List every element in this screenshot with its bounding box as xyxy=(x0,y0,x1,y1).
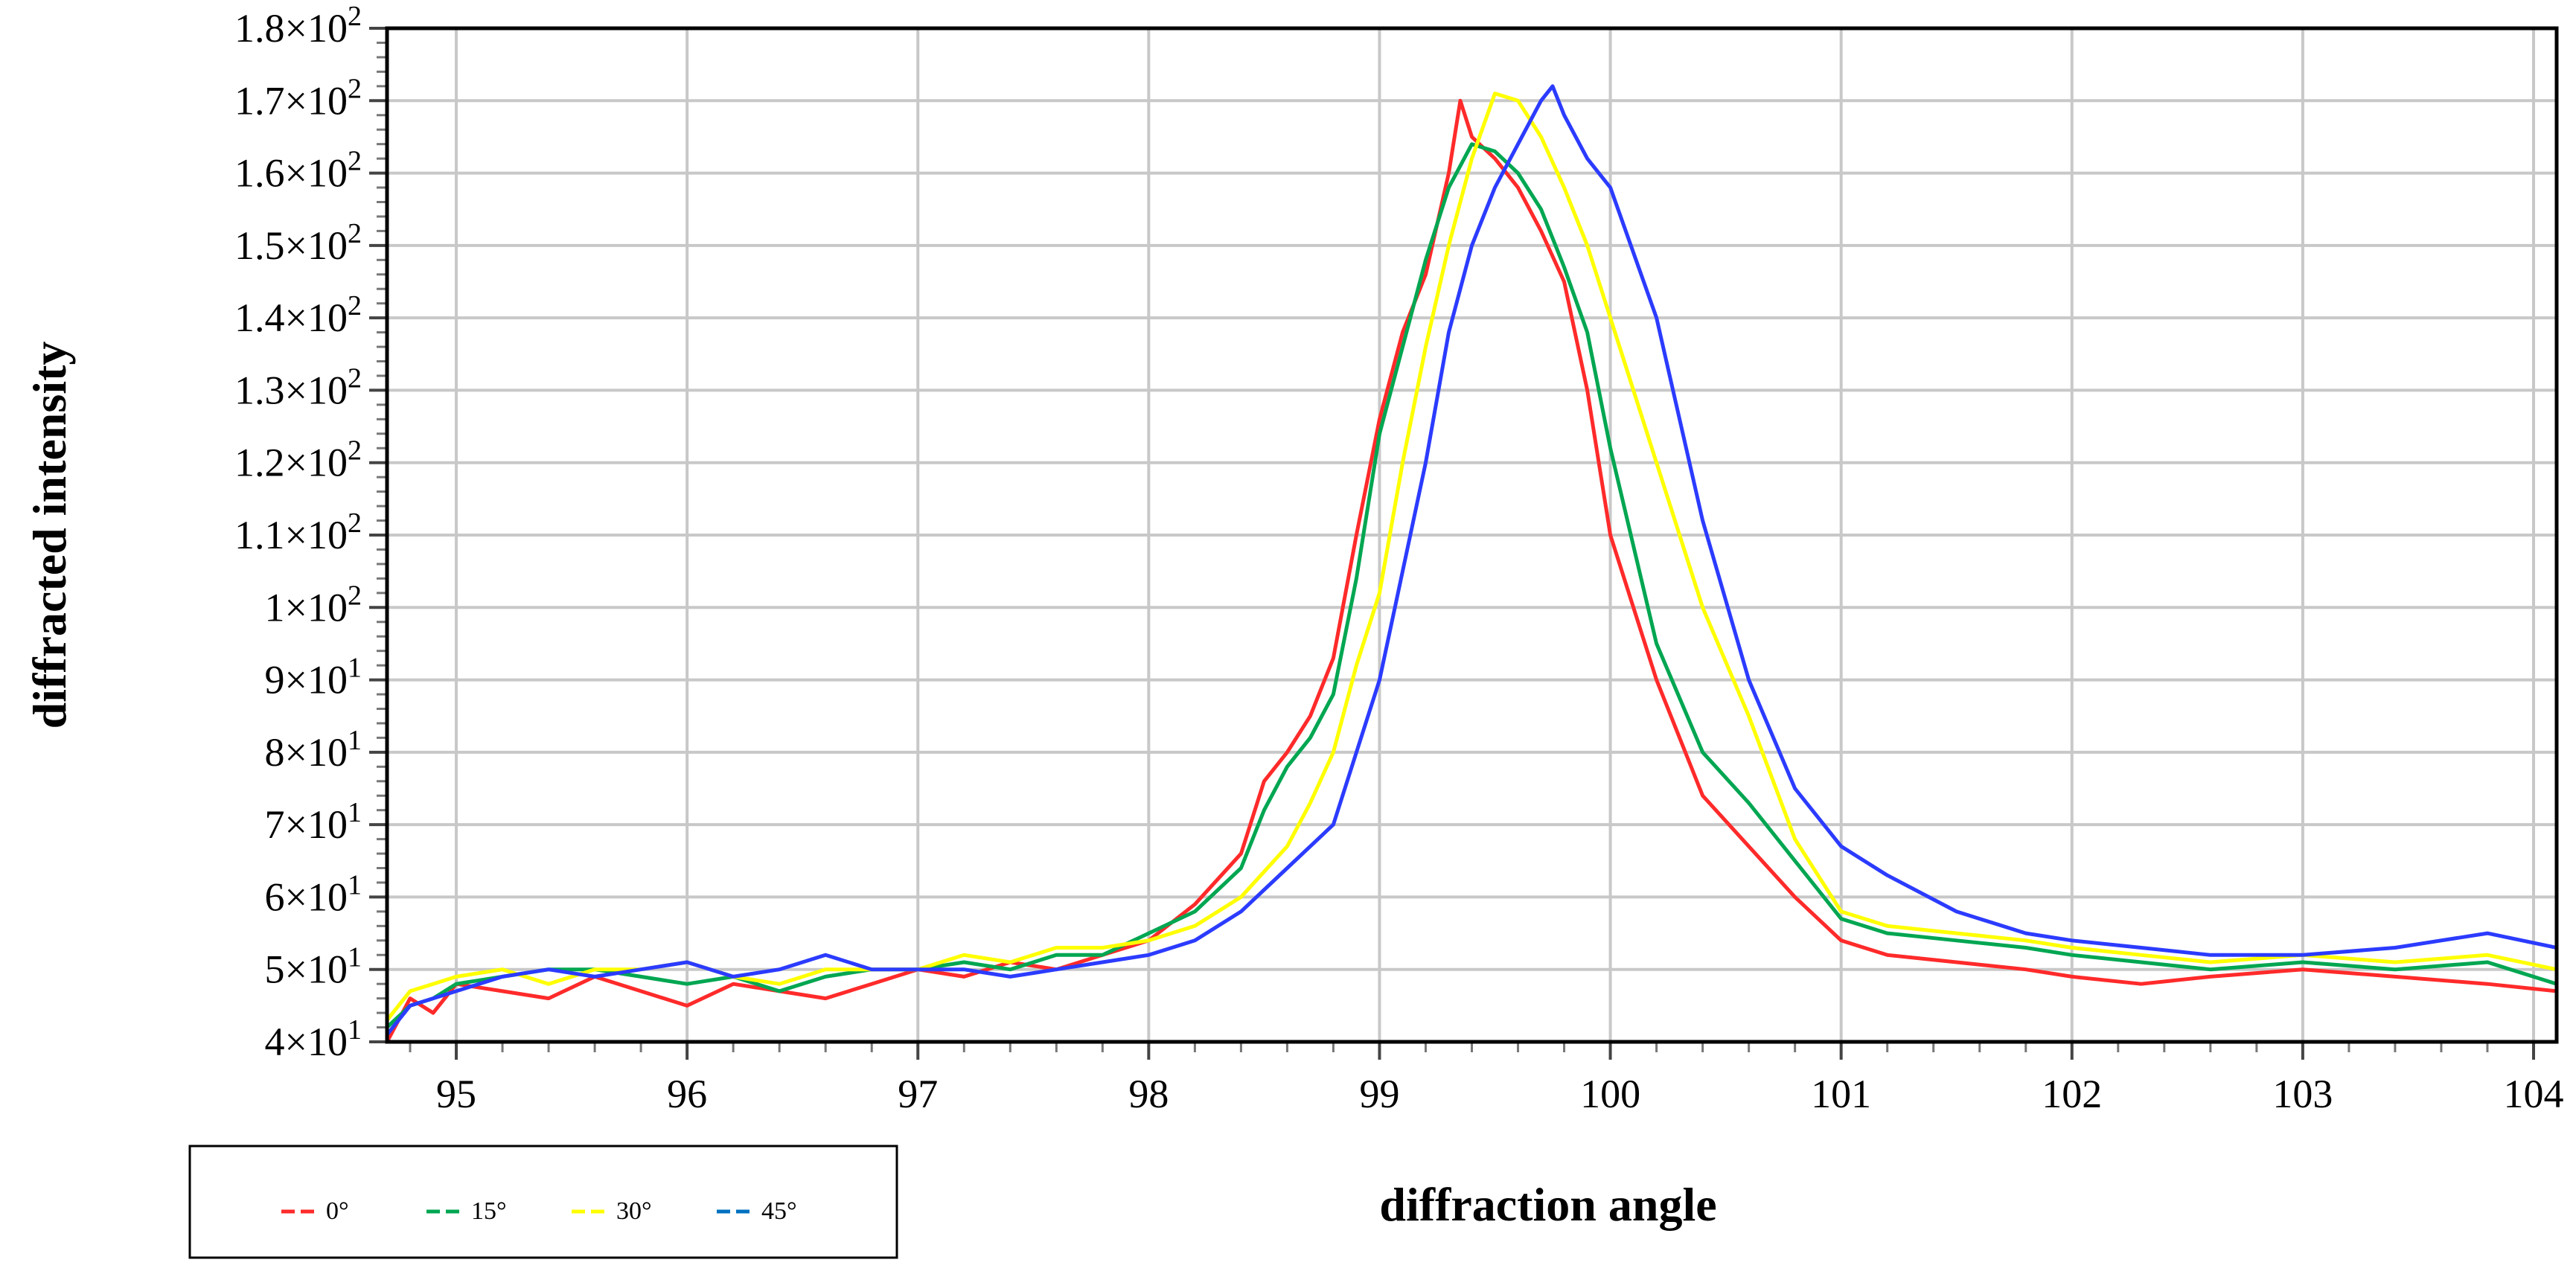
y-tick-label: 1.7×102 xyxy=(234,73,362,123)
x-tick-label: 104 xyxy=(2503,1072,2563,1116)
x-tick-label: 103 xyxy=(2272,1072,2333,1116)
legend-box xyxy=(188,1145,898,1259)
y-tick-label: 4×101 xyxy=(265,1014,362,1064)
x-axis-title: diffraction angle xyxy=(1379,1178,1716,1231)
legend: 0° 15° 30° 45° xyxy=(188,1145,898,1259)
x-tick-label: 97 xyxy=(898,1072,938,1116)
x-tick-label: 100 xyxy=(1580,1072,1640,1116)
series-line-3 xyxy=(386,84,2557,1036)
y-axis-title: diffracted intensity xyxy=(23,342,76,729)
series-group xyxy=(385,84,2557,1043)
plot-frame xyxy=(385,26,2559,1044)
legend-label: 30° xyxy=(616,1197,652,1225)
y-tick-label: 1.8×102 xyxy=(234,1,362,51)
y-tick-label: 8×101 xyxy=(265,725,362,775)
y-tick-label: 7×101 xyxy=(265,797,362,847)
x-tick-label: 99 xyxy=(1359,1072,1399,1116)
x-tick-labels: 95 96 97 98 99 100 101 102 103 104 xyxy=(436,1072,2563,1116)
series-line-0 xyxy=(385,98,2557,1043)
x-tick-label: 102 xyxy=(2042,1072,2102,1116)
x-tick-label: 96 xyxy=(667,1072,707,1116)
y-tick-label: 1.1×102 xyxy=(234,508,362,557)
y-tick-label: 1.5×102 xyxy=(234,218,362,268)
legend-label: 15° xyxy=(471,1197,507,1225)
x-tick-label: 101 xyxy=(1811,1072,1871,1116)
x-tick-label: 95 xyxy=(436,1072,476,1116)
y-tick-label: 9×101 xyxy=(265,653,362,702)
y-tick-label: 1.2×102 xyxy=(234,435,362,485)
legend-label: 45° xyxy=(761,1197,797,1225)
y-tick-label: 1.3×102 xyxy=(234,362,362,412)
y-tick-label: 1.6×102 xyxy=(234,146,362,196)
series-line-1 xyxy=(386,142,2557,1029)
y-tick-label: 1.4×102 xyxy=(234,290,362,340)
x-tick-label: 98 xyxy=(1128,1072,1169,1116)
y-tick-labels: 4×101 5×101 6×101 7×101 8×101 9×101 1×102 1.1×1… xyxy=(234,1,362,1064)
legend-label: 0° xyxy=(326,1197,349,1225)
y-tick-label: 5×101 xyxy=(265,942,362,992)
y-tick-label: 6×101 xyxy=(265,869,362,919)
y-tick-label: 1×102 xyxy=(265,580,362,630)
